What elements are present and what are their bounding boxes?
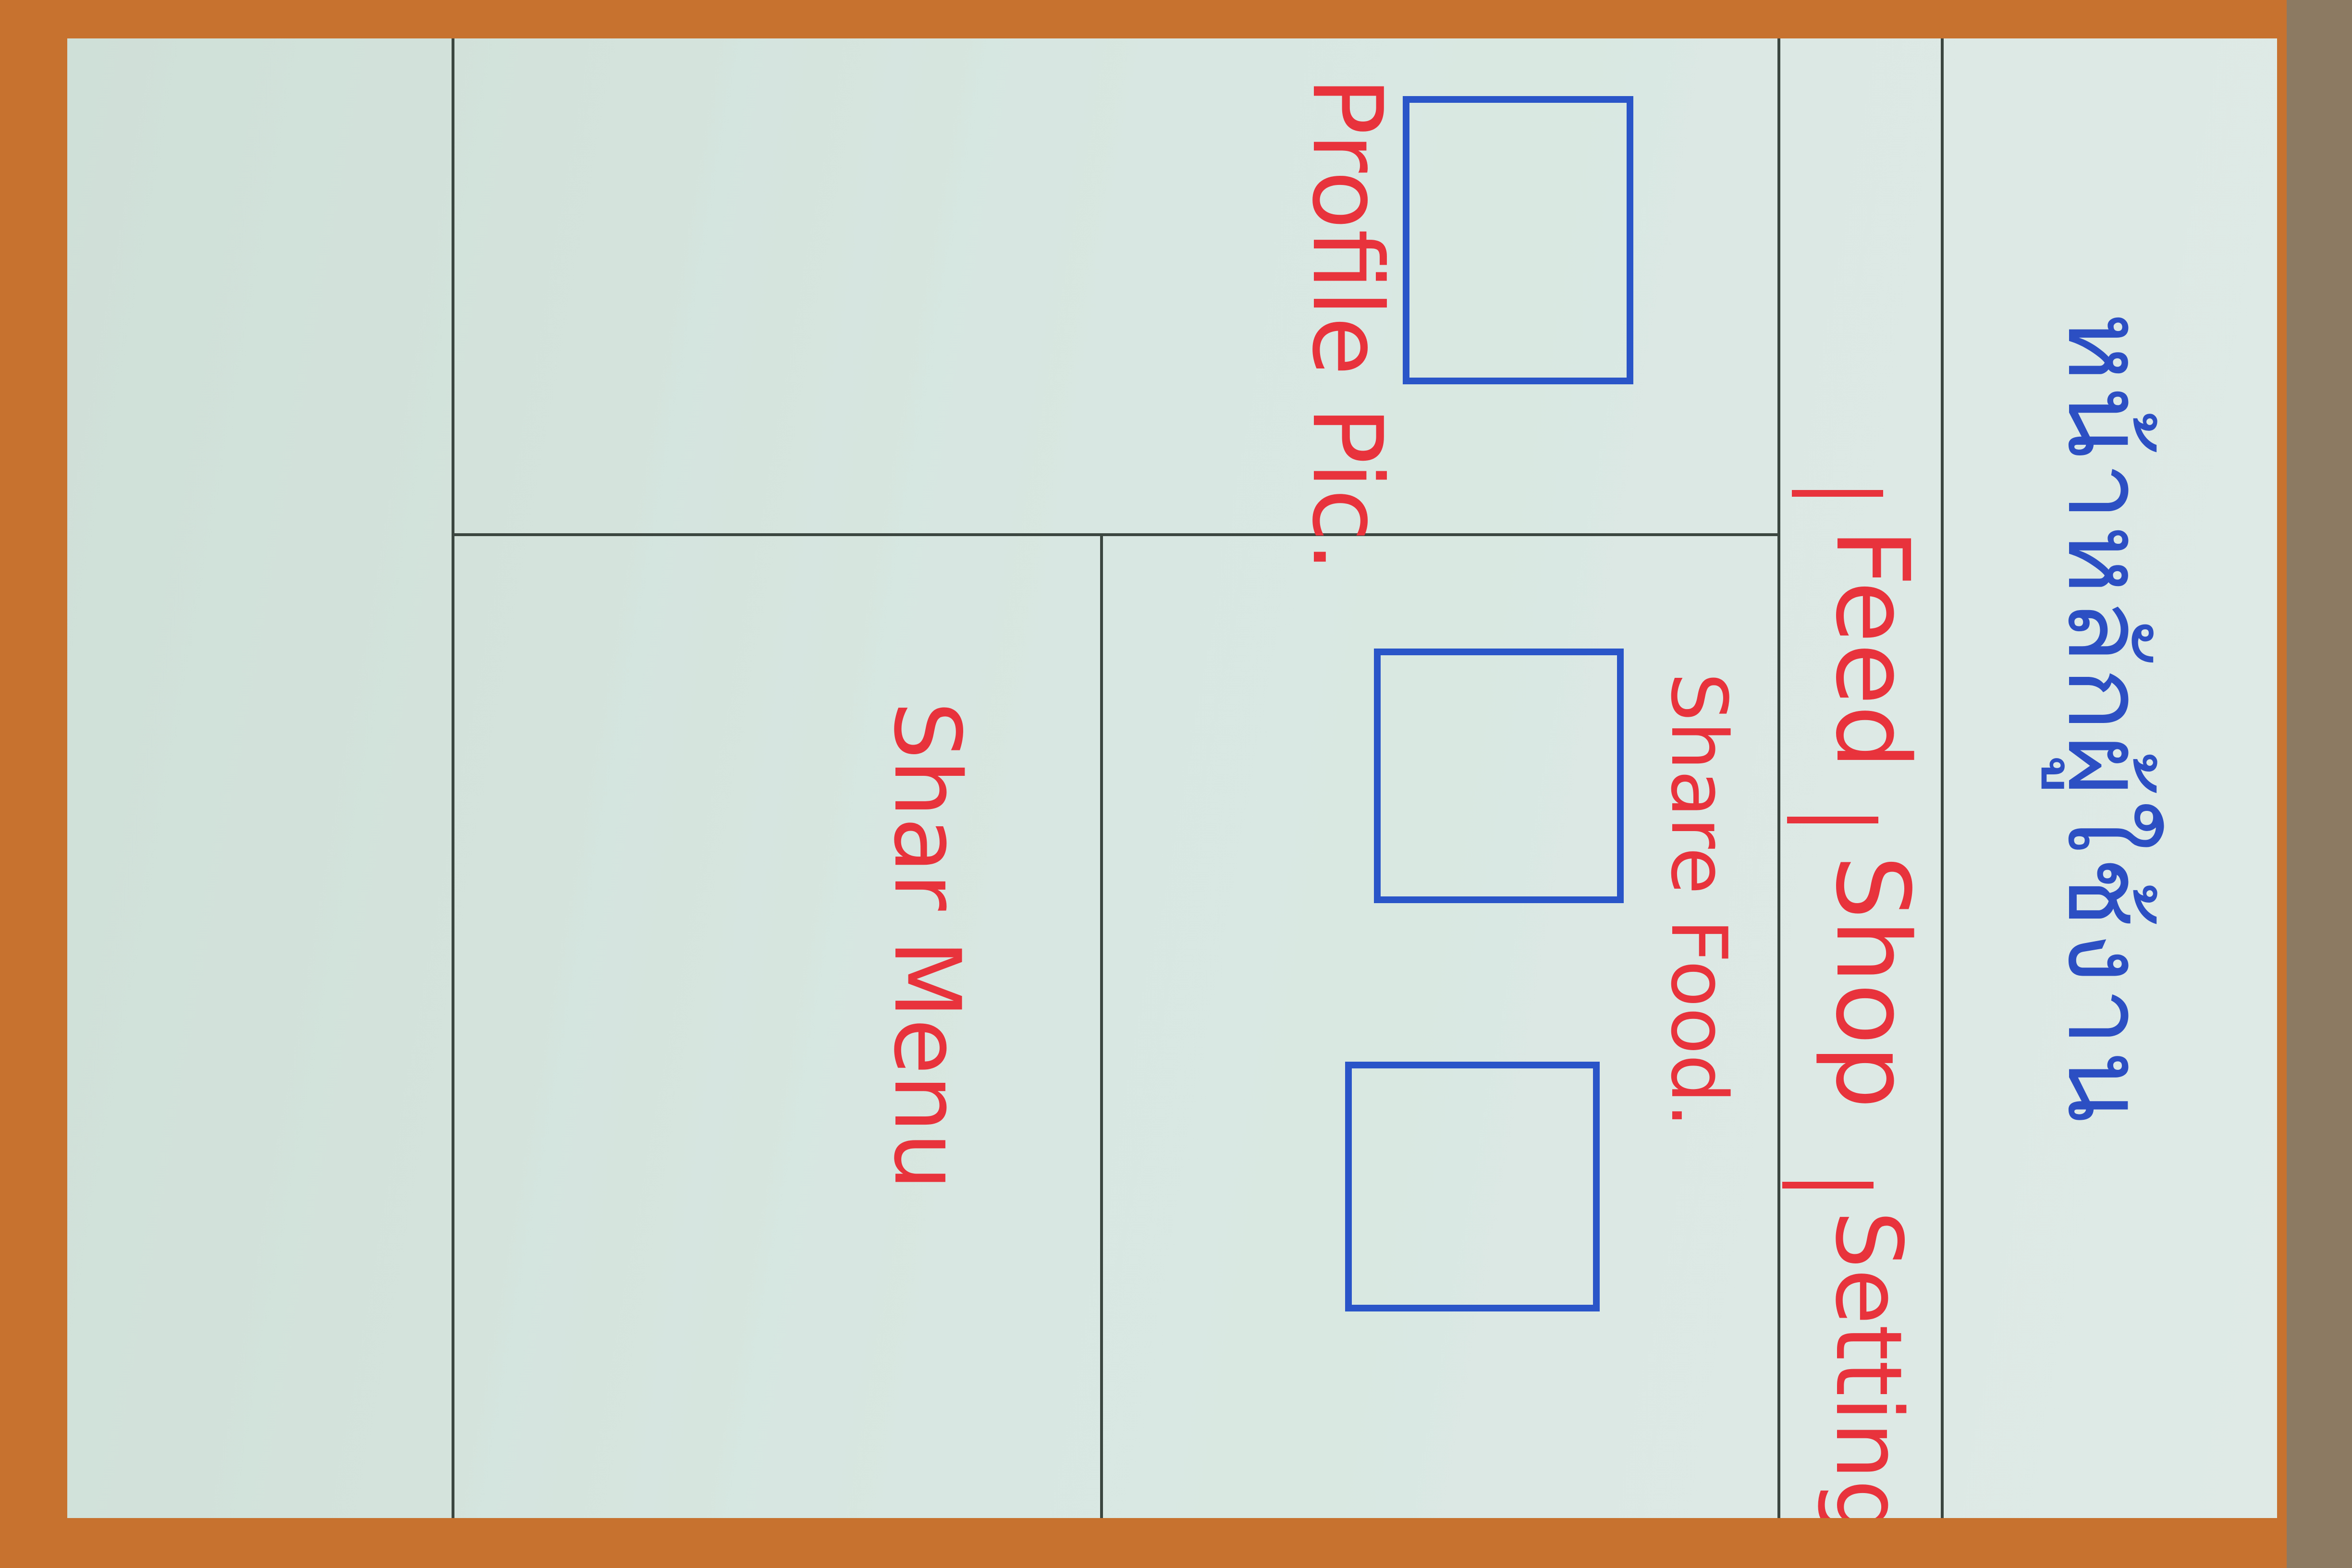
share-food-image-1 <box>1374 649 1624 903</box>
tab-shop[interactable]: Shop <box>1813 855 1931 1109</box>
tab-setting[interactable]: Setting <box>1815 1211 1922 1518</box>
line-header-left <box>1777 38 1780 1518</box>
line-center <box>1100 533 1103 1518</box>
tab-feed[interactable]: Feed <box>1813 528 1931 770</box>
tab-separator <box>1792 490 1883 497</box>
tab-separator <box>1787 817 1878 823</box>
line-left-panel <box>452 38 454 1518</box>
tab-separator <box>1782 1182 1874 1188</box>
line-profile-bottom <box>452 533 1777 536</box>
share-food-label: Share Food. <box>1654 673 1744 1128</box>
line-header-right <box>1941 38 1944 1518</box>
whiteboard: หน้าหลักผู้ใช้งาน Feed Shop Setting Prof… <box>67 38 2277 1518</box>
page-title: หน้าหลักผู้ใช้งาน <box>2044 312 2167 1127</box>
profile-pic-label: Profile Pic. <box>1291 77 1403 572</box>
share-food-image-2 <box>1345 1062 1600 1311</box>
profile-pic-placeholder <box>1403 96 1633 384</box>
share-menu-label: Shar Menu <box>874 701 980 1190</box>
